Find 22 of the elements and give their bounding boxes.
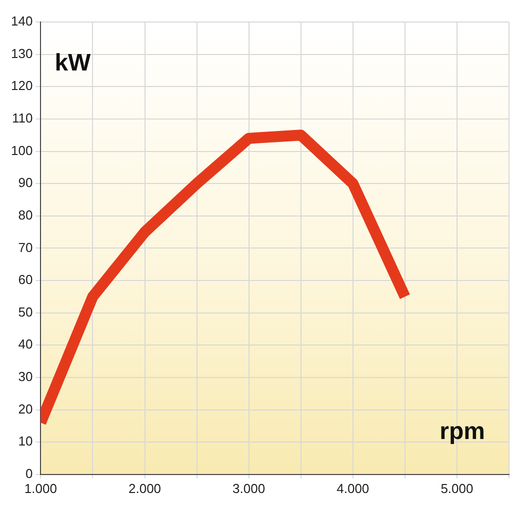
y-tick-label: 80 [18, 207, 33, 222]
y-tick-label: 100 [10, 142, 33, 158]
y-tick-label: 110 [12, 110, 33, 126]
y-tick-label: 40 [18, 336, 33, 352]
y-tick-label: 0 [25, 466, 33, 481]
y-tick-label: 60 [18, 272, 33, 288]
x-tick-label: 2.000 [128, 480, 162, 496]
y-tick-label: 30 [18, 369, 33, 384]
y-tick-label: 50 [18, 304, 33, 320]
x-tick-label: 5.000 [440, 480, 474, 496]
y-tick-label: 130 [10, 46, 33, 61]
y-tick-label: 10 [18, 434, 33, 449]
y-tick-label: 120 [10, 78, 33, 94]
x-tick-label: 4.000 [336, 480, 370, 496]
y-tick-label: 90 [18, 175, 33, 190]
x-tick-label: 1.000 [24, 480, 57, 496]
x-axis-title: rpm [440, 418, 485, 446]
y-tick-label: 70 [18, 240, 33, 255]
y-tick-label: 140 [10, 14, 33, 29]
x-tick-label: 3.000 [232, 480, 266, 496]
y-axis-title: kW [54, 50, 92, 77]
y-tick-label: 20 [18, 401, 33, 416]
